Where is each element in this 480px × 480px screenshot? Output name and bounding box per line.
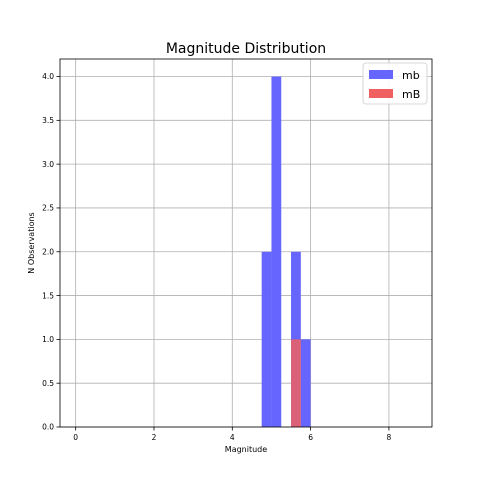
grid-layer [60,59,432,428]
ticks-layer: 0 2 4 6 8 0.0 0.5 1.0 1.5 2.0 2.5 3.0 3.5 4.0 [42,72,391,442]
histogram-bar-mb [271,76,282,428]
histogram-bar-mB [291,339,301,427]
histogram-bar-mb [300,339,311,427]
legend-label-mB: mB [402,88,420,101]
bars-layer [261,76,311,428]
x-tick-label: 6 [308,433,313,442]
y-axis-label: N Observations [27,212,36,273]
x-tick-label: 8 [387,433,392,442]
legend: mb mB [362,62,428,105]
legend-swatch-mb [369,70,393,79]
y-tick-label: 1.0 [42,335,54,344]
x-tick-label: 4 [230,433,235,442]
x-tick-label: 2 [152,433,157,442]
histogram-bar-mb [261,251,272,427]
legend-swatch-mB [369,89,393,98]
chart-title: Magnitude Distribution [166,41,326,57]
y-tick-label: 3.5 [42,116,54,125]
y-tick-label: 0.5 [42,379,54,388]
x-axis-label: Magnitude [225,445,267,454]
y-tick-label: 0.0 [42,423,54,432]
y-tick-label: 2.0 [42,247,54,256]
x-tick-label: 0 [73,433,78,442]
y-tick-label: 1.5 [42,291,54,300]
plot-frame [59,58,433,428]
legend-label-mb: mb [402,69,420,82]
y-tick-label: 4.0 [42,72,54,81]
y-tick-label: 2.5 [42,204,54,213]
y-tick-label: 3.0 [42,160,54,169]
